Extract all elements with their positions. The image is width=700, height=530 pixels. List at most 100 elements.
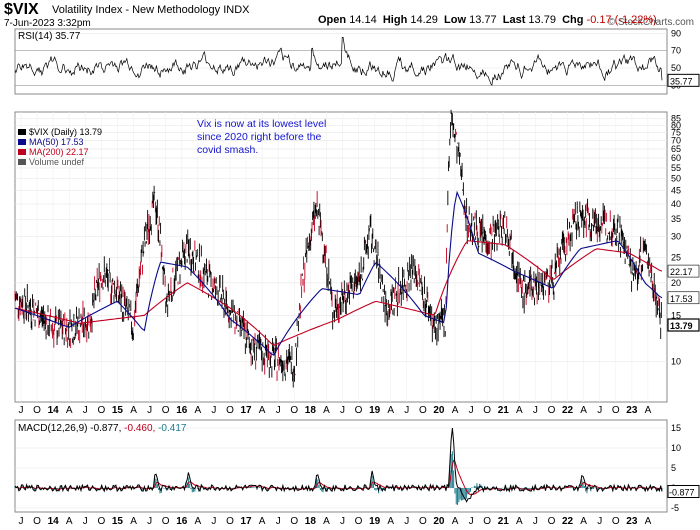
x-axis-label: A bbox=[66, 516, 73, 527]
macd-line bbox=[14, 428, 663, 503]
price-tag: 13.79 bbox=[670, 321, 693, 331]
macd-ticks: 151050-5-0.877 bbox=[667, 423, 700, 513]
macd-tick-label: 5 bbox=[671, 463, 676, 473]
x-axis-label: A bbox=[130, 405, 137, 416]
price-tag: 22.17 bbox=[670, 267, 693, 277]
open-value: 14.14 bbox=[349, 14, 377, 26]
rsi-tag: 35.77 bbox=[670, 76, 693, 86]
last-label: Last bbox=[502, 14, 526, 26]
x-axis-label: J bbox=[276, 405, 281, 416]
x-axis-label: 18 bbox=[305, 516, 317, 527]
rsi-ticks: 9070503035.77 bbox=[667, 28, 700, 90]
x-axis-label: A bbox=[452, 405, 459, 416]
x-axis-label: J bbox=[404, 516, 409, 527]
x-axis-label: A bbox=[580, 405, 587, 416]
x-axis-label: A bbox=[130, 516, 137, 527]
x-axis-label: A bbox=[194, 516, 201, 527]
x-axis-label: 21 bbox=[498, 516, 510, 527]
x-axis-label: O bbox=[419, 516, 427, 527]
x-axis-label: A bbox=[516, 405, 523, 416]
x-axis-label: 23 bbox=[626, 516, 638, 527]
price-tick-label: 80 bbox=[671, 120, 681, 130]
x-axis-label: J bbox=[469, 405, 474, 416]
x-axis-label: O bbox=[419, 405, 427, 416]
macd-value: -0.877, bbox=[90, 423, 121, 434]
x-axis-label: A bbox=[323, 405, 330, 416]
chg-label: Chg bbox=[562, 14, 584, 26]
price-tick-label: 45 bbox=[671, 186, 681, 196]
last-value: 13.79 bbox=[528, 14, 556, 26]
x-axis-label: J bbox=[147, 516, 152, 527]
legend-entry: Volume undef bbox=[29, 157, 85, 167]
x-axis-label: O bbox=[162, 516, 170, 527]
annotation-line: Vix is now at its lowest level bbox=[197, 118, 326, 130]
x-axis-label: 20 bbox=[433, 405, 445, 416]
x-axis-label: O bbox=[355, 405, 363, 416]
annotation-line: covid smash. bbox=[197, 144, 258, 156]
price-tick-label: 65 bbox=[671, 144, 681, 154]
x-axis-label: O bbox=[612, 405, 620, 416]
x-axis-label: 16 bbox=[176, 405, 188, 416]
x-axis-label: J bbox=[211, 516, 216, 527]
x-axis-label: A bbox=[387, 405, 394, 416]
x-axis-label: 15 bbox=[112, 405, 124, 416]
x-axis-bottom: J O 14 A J O 15 A J O 16 A J O 17 A J O 18 A J O 19 A J O 20 A J O 21 A… bbox=[19, 516, 652, 527]
rsi-tag-box bbox=[667, 73, 700, 87]
x-axis-label: A bbox=[259, 405, 266, 416]
low-value: 13.77 bbox=[469, 14, 497, 26]
ma50-line bbox=[14, 190, 663, 356]
x-axis-label: O bbox=[548, 405, 556, 416]
open-label: Open bbox=[318, 14, 347, 26]
price-tag-box bbox=[667, 291, 700, 305]
low-label: Low bbox=[444, 14, 467, 26]
x-axis-label: O bbox=[290, 405, 298, 416]
x-axis-label: 17 bbox=[240, 516, 252, 527]
x-axis-top: J O 14 A J O 15 A J O 16 A J O 17 A J O 18 A J O 19 A J O 20 A J O 21 A… bbox=[19, 405, 652, 416]
x-axis-label: 22 bbox=[562, 516, 574, 527]
x-axis-label: J bbox=[340, 516, 345, 527]
x-axis-label: O bbox=[97, 516, 105, 527]
chart-date: 7-Jun-2023 3:32pm bbox=[4, 18, 91, 29]
x-axis-label: A bbox=[452, 516, 459, 527]
x-axis-label: J bbox=[276, 516, 281, 527]
price-panel-frame bbox=[14, 111, 668, 403]
x-axis-label: 16 bbox=[176, 516, 188, 527]
x-axis-label: J bbox=[83, 516, 88, 527]
symbol-title: $VIX bbox=[4, 1, 39, 18]
x-axis-label: 23 bbox=[626, 405, 638, 416]
price-tick-label: 30 bbox=[671, 232, 681, 242]
macd-tick-label: -5 bbox=[671, 503, 679, 513]
x-axis-label: J bbox=[533, 516, 538, 527]
chg-value: -0.17 (-1.22%) bbox=[586, 14, 657, 26]
x-axis-label: J bbox=[533, 405, 538, 416]
x-axis-label: 18 bbox=[305, 405, 317, 416]
x-axis-label: 21 bbox=[498, 405, 510, 416]
price-tick-label: 25 bbox=[671, 252, 681, 262]
rsi-label: RSI(14) 35.77 bbox=[18, 31, 81, 42]
ma200-line bbox=[14, 240, 663, 347]
ohlc-readout: Open 14.14 High 14.29 Low 13.77 Last 13.… bbox=[318, 14, 657, 26]
price-tick-label: 75 bbox=[671, 128, 681, 138]
rsi-tick-label: 90 bbox=[671, 28, 681, 38]
x-axis-label: J bbox=[19, 405, 24, 416]
price-tick-label: 35 bbox=[671, 214, 681, 224]
x-axis-label: O bbox=[97, 405, 105, 416]
x-axis-label: A bbox=[259, 516, 266, 527]
macd-label-prefix: MACD(12,26,9) bbox=[18, 423, 87, 434]
high-label: High bbox=[382, 14, 408, 26]
macd-signal-value: -0.460, bbox=[124, 423, 155, 434]
legend-entry: MA(200) 22.17 bbox=[29, 147, 89, 157]
legend-swatch bbox=[18, 129, 26, 135]
x-axis-label: O bbox=[483, 405, 491, 416]
rsi-tick-label: 50 bbox=[671, 63, 681, 73]
price-tick-label: 60 bbox=[671, 153, 681, 163]
x-axis-label: A bbox=[194, 405, 201, 416]
x-axis-label: O bbox=[483, 516, 491, 527]
x-axis-label: A bbox=[387, 516, 394, 527]
x-axis-label: A bbox=[645, 516, 652, 527]
price-tag: 17.53 bbox=[670, 294, 693, 304]
x-axis-label: 15 bbox=[112, 516, 124, 527]
price-tick-label: 40 bbox=[671, 199, 681, 209]
